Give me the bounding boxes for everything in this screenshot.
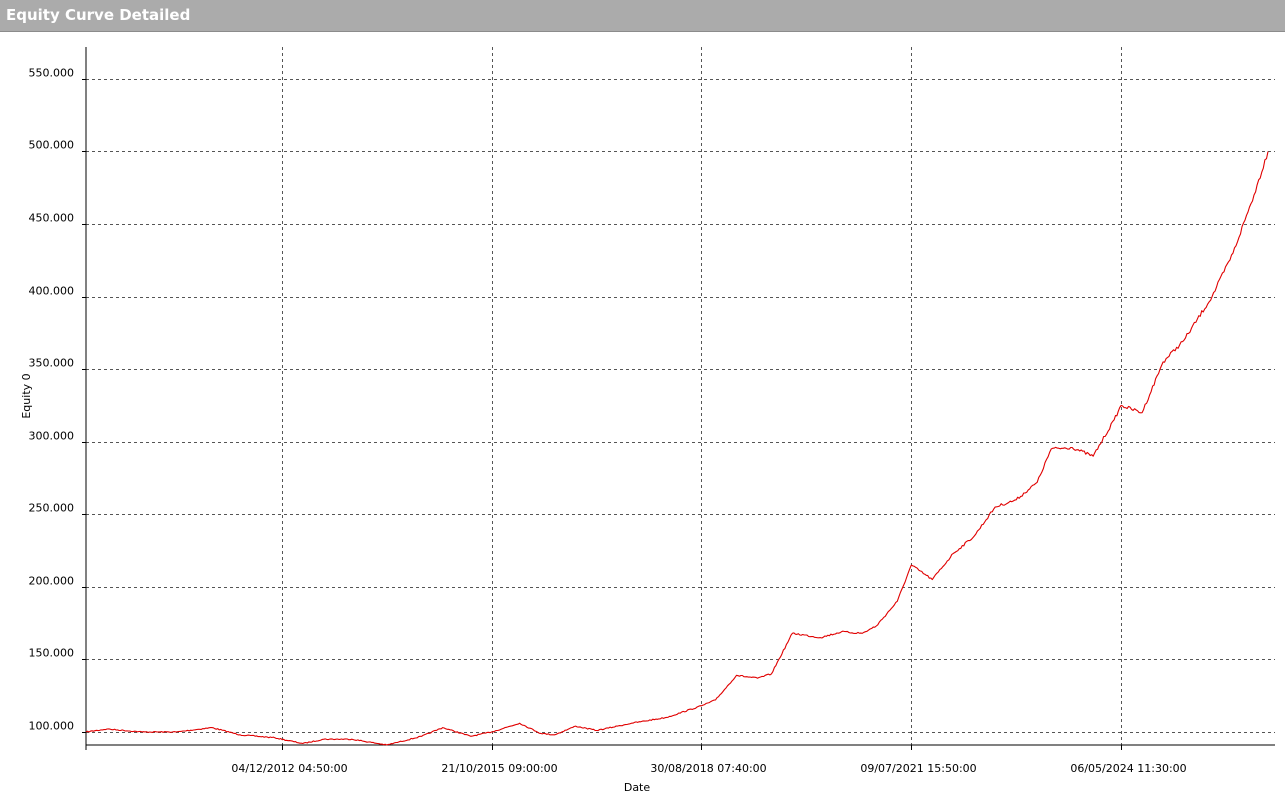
y-tick-label: 100.000 xyxy=(29,720,75,733)
y-tick-label: 450.000 xyxy=(29,212,75,225)
series-layer xyxy=(85,151,1269,746)
x-ticks: 04/12/2012 04:50:00 21/10/2015 09:00:00 30… xyxy=(85,745,1187,775)
y-tick-label: 150.000 xyxy=(29,647,75,660)
x-tick-label: 30/08/2018 07:40:00 xyxy=(650,762,766,775)
y-tick-label: 300.000 xyxy=(29,430,75,443)
grid-lines xyxy=(86,47,1275,745)
equity-series-line xyxy=(85,151,1269,746)
x-tick-label: 09/07/2021 15:50:00 xyxy=(860,762,976,775)
x-tick-label: 04/12/2012 04:50:00 xyxy=(231,762,347,775)
y-tick-label: 400.000 xyxy=(29,285,75,298)
y-tick-label: 550.000 xyxy=(29,67,75,80)
y-ticks: 100.000 150.000 200.000 250.000 300.000 350.0… xyxy=(29,67,86,733)
y-tick-label: 350.000 xyxy=(29,357,75,370)
window-title: Equity Curve Detailed xyxy=(6,6,191,24)
y-tick-label: 200.000 xyxy=(29,575,75,588)
axes xyxy=(85,47,1275,746)
x-tick-label: 21/10/2015 09:00:00 xyxy=(441,762,557,775)
chart-title-bar: Equity Curve Detailed xyxy=(0,0,1285,32)
x-axis-title: Date xyxy=(624,781,651,794)
y-tick-label: 250.000 xyxy=(29,502,75,515)
y-axis-title: Equity 0 xyxy=(20,373,33,418)
x-tick-label: 06/05/2024 11:30:00 xyxy=(1070,762,1186,775)
y-tick-label: 500.000 xyxy=(29,139,75,152)
